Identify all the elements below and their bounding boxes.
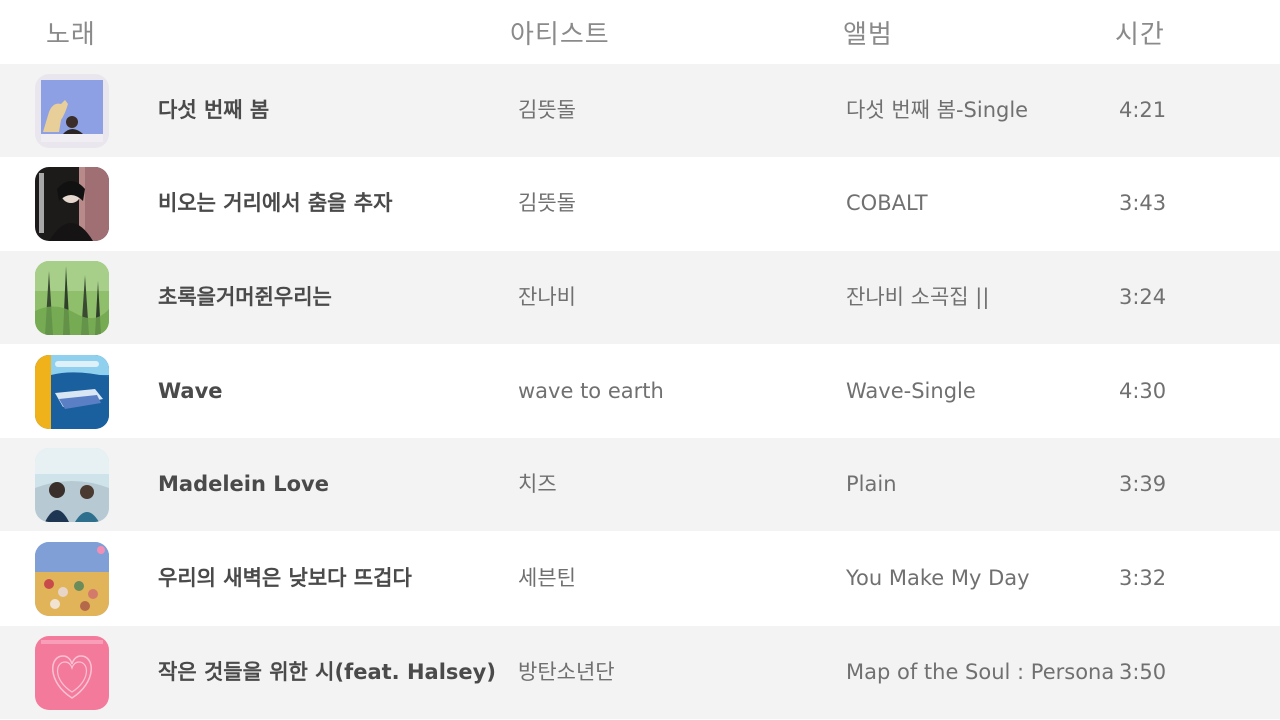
table-row[interactable]: 초록을거머쥔우리는 잔나비 잔나비 소곡집 || 3:24 <box>0 251 1280 344</box>
song-duration: 3:50 <box>1119 660 1167 684</box>
song-title[interactable]: 우리의 새벽은 낮보다 뜨겁다 <box>158 566 412 590</box>
table-row[interactable]: 비오는 거리에서 춤을 추자 김뜻돌 COBALT 3:43 <box>0 157 1280 250</box>
song-title[interactable]: Madelein Love <box>158 472 329 496</box>
song-album[interactable]: Map of the Soul : Persona <box>846 660 1115 684</box>
song-title[interactable]: Wave <box>158 379 223 403</box>
table-row[interactable]: Madelein Love 치즈 Plain 3:39 <box>0 438 1280 531</box>
album-art-forest-icon <box>35 261 109 335</box>
song-duration: 3:32 <box>1119 566 1167 590</box>
header-song[interactable]: 노래 <box>46 20 96 50</box>
header-time[interactable]: 시간 <box>1115 20 1165 50</box>
song-artist[interactable]: 방탄소년단 <box>518 660 615 684</box>
song-artist[interactable]: wave to earth <box>518 379 664 403</box>
song-artist[interactable]: 치즈 <box>518 472 557 496</box>
album-art-youmakemyday-icon <box>35 542 109 616</box>
header-album[interactable]: 앨범 <box>843 20 893 50</box>
song-album[interactable]: Plain <box>846 472 897 496</box>
song-album[interactable]: COBALT <box>846 191 928 215</box>
table-header: 노래 아티스트 앨범 시간 <box>0 0 1280 64</box>
table-row[interactable]: 우리의 새벽은 낮보다 뜨겁다 세븐틴 You Make My Day 3:32 <box>0 532 1280 625</box>
song-duration: 3:24 <box>1119 285 1167 309</box>
table-row[interactable]: Wave wave to earth Wave-Single 4:30 <box>0 345 1280 438</box>
song-artist[interactable]: 잔나비 <box>518 285 576 309</box>
album-art-spring-icon <box>35 74 109 148</box>
album-art-plain-icon <box>35 448 109 522</box>
table-row[interactable]: 다섯 번째 봄 김뜻돌 다섯 번째 봄-Single 4:21 <box>0 64 1280 157</box>
song-artist[interactable]: 김뜻돌 <box>518 191 576 215</box>
song-album[interactable]: 잔나비 소곡집 || <box>846 285 990 309</box>
song-title[interactable]: 비오는 거리에서 춤을 추자 <box>158 191 393 215</box>
song-title[interactable]: 작은 것들을 위한 시(feat. Halsey) <box>158 660 496 684</box>
song-album[interactable]: Wave-Single <box>846 379 976 403</box>
song-album[interactable]: 다섯 번째 봄-Single <box>846 98 1029 122</box>
song-artist[interactable]: 세븐틴 <box>518 566 576 590</box>
song-album[interactable]: You Make My Day <box>846 566 1030 590</box>
header-artist[interactable]: 아티스트 <box>510 20 610 50</box>
song-duration: 4:30 <box>1119 379 1167 403</box>
song-duration: 3:39 <box>1119 472 1167 496</box>
song-artist[interactable]: 김뜻돌 <box>518 98 576 122</box>
table-row[interactable]: 작은 것들을 위한 시(feat. Halsey) 방탄소년단 Map of t… <box>0 626 1280 719</box>
song-duration: 4:21 <box>1119 98 1167 122</box>
song-duration: 3:43 <box>1119 191 1167 215</box>
album-art-persona-icon <box>35 636 109 710</box>
song-title[interactable]: 초록을거머쥔우리는 <box>158 285 332 309</box>
song-title[interactable]: 다섯 번째 봄 <box>158 98 270 122</box>
album-art-wave-icon <box>35 355 109 429</box>
album-art-cobalt-icon <box>35 167 109 241</box>
